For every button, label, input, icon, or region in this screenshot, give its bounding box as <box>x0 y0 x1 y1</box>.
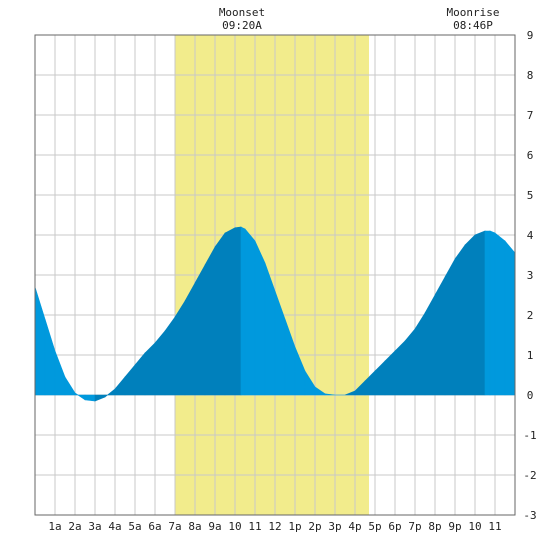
y-tick-label: 8 <box>527 69 534 82</box>
tide-segment-rising <box>144 342 156 396</box>
x-tick-label: 10 <box>228 520 241 533</box>
x-tick-label: 8p <box>428 520 441 533</box>
tide-segment-rising <box>424 293 436 396</box>
y-tick-label: 6 <box>527 149 534 162</box>
x-tick-label: 9p <box>448 520 461 533</box>
x-tick-label: 10 <box>468 520 481 533</box>
tide-segment-rising <box>184 281 196 396</box>
x-tick-label: 11 <box>488 520 501 533</box>
y-tick-label: -2 <box>523 469 536 482</box>
y-tick-label: 3 <box>527 269 534 282</box>
moonrise-time: 08:46P <box>453 19 493 32</box>
tide-segment-rising <box>134 352 146 396</box>
tide-segment-falling <box>494 232 506 396</box>
y-tick-label: 5 <box>527 189 534 202</box>
x-tick-label: 12 <box>268 520 281 533</box>
x-tick-label: 11 <box>248 520 261 533</box>
y-tick-label: 9 <box>527 29 534 42</box>
tide-segment-rising <box>414 311 426 396</box>
tide-segment-rising <box>374 360 386 396</box>
tide-segment-rising <box>464 234 476 396</box>
tide-segment-rising <box>194 263 206 396</box>
y-tick-label: -3 <box>523 509 536 522</box>
tide-segment-falling <box>74 392 86 401</box>
tide-segment-rising <box>434 275 446 396</box>
tide-segment-falling <box>64 375 76 396</box>
x-tick-label: 2p <box>308 520 321 533</box>
tide-segment-rising <box>104 388 116 398</box>
tide-segment-falling <box>324 393 336 396</box>
y-tick-label: -1 <box>523 429 536 442</box>
tide-segment-falling <box>54 350 66 396</box>
tide-segment-rising <box>164 316 176 396</box>
tide-segment-falling <box>34 286 46 396</box>
y-tick-label: 0 <box>527 389 534 402</box>
tide-segment-rising <box>154 330 166 396</box>
x-tick-label: 7p <box>408 520 421 533</box>
x-tick-label: 4p <box>348 520 361 533</box>
x-tick-label: 8a <box>188 520 201 533</box>
x-tick-label: 1p <box>288 520 301 533</box>
x-tick-label: 7a <box>168 520 181 533</box>
tide-segment-rising <box>394 340 406 396</box>
tide-segment-rising <box>224 227 236 396</box>
tide-segment-rising <box>114 376 126 396</box>
tide-segment-falling <box>254 240 266 396</box>
tide-segment-rising <box>214 232 226 396</box>
tide-segment-falling <box>489 230 496 396</box>
tide-segment-falling <box>504 240 516 396</box>
x-tick-label: 2a <box>68 520 81 533</box>
tide-segment-rising <box>174 299 186 396</box>
tide-segment-falling <box>240 226 246 396</box>
x-tick-label: 9a <box>208 520 221 533</box>
tide-segment-falling <box>84 394 96 402</box>
x-tick-label: 1a <box>48 520 61 533</box>
tide-segment-rising <box>204 245 216 396</box>
tide-segment-rising <box>474 230 486 396</box>
tide-segment-rising <box>94 394 106 402</box>
plot-frame <box>34 34 516 516</box>
x-tick-label: 5a <box>128 520 141 533</box>
tide-segment-rising <box>234 226 242 396</box>
tide-segment-falling <box>44 318 56 396</box>
y-tick-label: 4 <box>527 229 534 242</box>
tide-segment-rising <box>444 257 456 396</box>
tide-segment-falling <box>244 228 256 396</box>
moonset-time: 09:20A <box>222 19 262 32</box>
tide-segment-rising <box>384 350 396 396</box>
tide-segment-falling <box>484 230 491 396</box>
x-tick-label: 3p <box>328 520 341 533</box>
x-tick-label: 5p <box>368 520 381 533</box>
tide-segment-rising <box>454 244 466 396</box>
x-tick-label: 3a <box>88 520 101 533</box>
y-tick-label: 2 <box>527 309 534 322</box>
y-tick-label: 1 <box>527 349 534 362</box>
x-tick-label: 6p <box>388 520 401 533</box>
x-tick-label: 4a <box>108 520 121 533</box>
moonrise-title: Moonrise <box>447 6 500 19</box>
tide-segment-rising <box>404 328 416 396</box>
tide-segment-rising <box>124 364 136 396</box>
moonset-title: Moonset <box>219 6 265 19</box>
x-tick-label: 6a <box>148 520 161 533</box>
y-tick-label: 7 <box>527 109 534 122</box>
